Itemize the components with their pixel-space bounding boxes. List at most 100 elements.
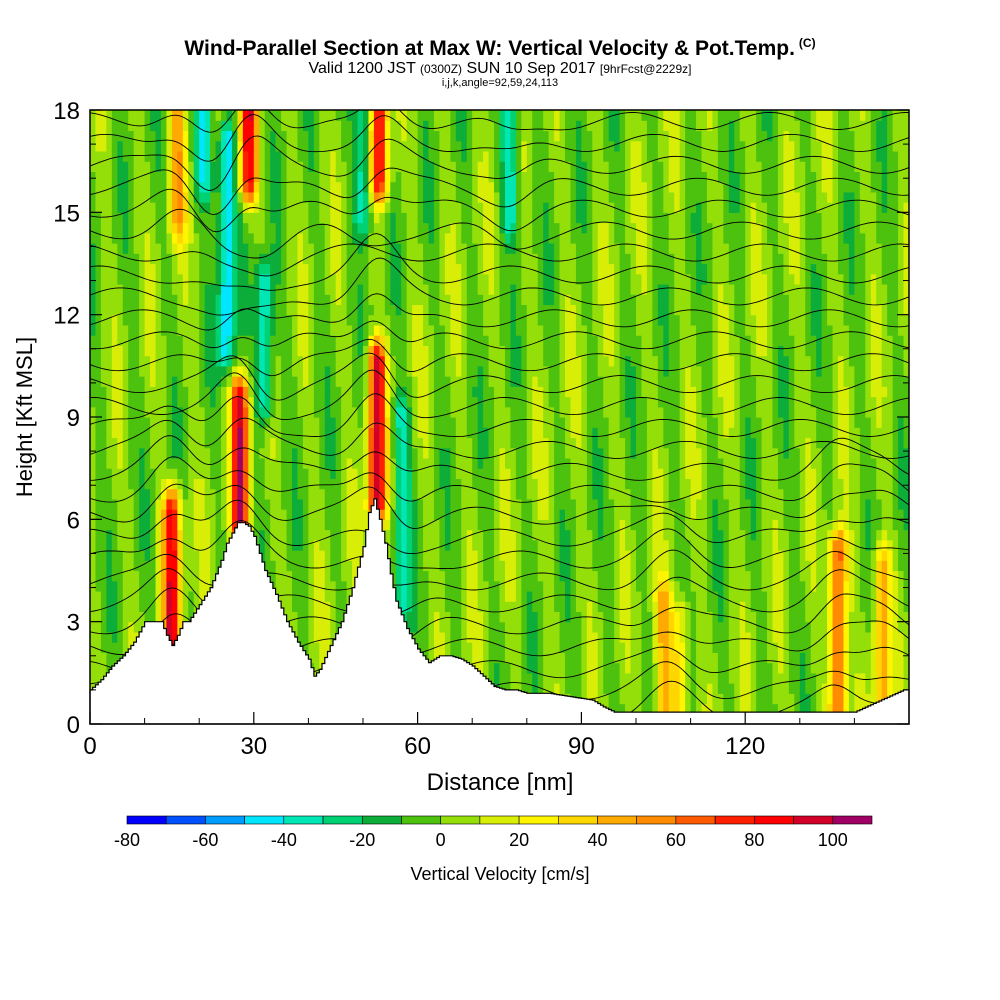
velocity-cell xyxy=(270,304,277,316)
velocity-cell xyxy=(346,150,353,162)
velocity-cell xyxy=(133,130,140,142)
velocity-cell xyxy=(423,355,430,367)
velocity-cell xyxy=(242,345,249,357)
velocity-cell xyxy=(319,417,326,428)
velocity-cell xyxy=(324,345,331,357)
velocity-cell xyxy=(313,345,320,357)
velocity-cell xyxy=(477,314,484,326)
velocity-cell xyxy=(330,161,337,172)
velocity-cell xyxy=(488,570,495,582)
velocity-cell xyxy=(193,283,200,295)
velocity-cell xyxy=(237,386,244,398)
velocity-cell xyxy=(166,570,173,582)
velocity-cell xyxy=(188,376,195,387)
velocity-cell xyxy=(510,631,517,643)
velocity-cell xyxy=(193,590,200,602)
velocity-cell xyxy=(166,171,173,183)
velocity-cell xyxy=(521,437,528,449)
velocity-cell xyxy=(346,417,353,428)
velocity-cell xyxy=(270,191,277,203)
velocity-cell xyxy=(313,243,320,254)
velocity-cell xyxy=(395,570,402,582)
velocity-cell xyxy=(412,130,419,142)
velocity-cell xyxy=(139,191,146,203)
velocity-cell xyxy=(368,468,375,479)
velocity-cell xyxy=(231,283,239,295)
velocity-cell xyxy=(532,529,539,541)
velocity-cell xyxy=(128,212,135,224)
velocity-cell xyxy=(155,611,162,623)
velocity-cell xyxy=(433,509,441,520)
velocity-cell xyxy=(166,191,173,203)
velocity-cell xyxy=(253,314,260,326)
velocity-cell xyxy=(526,396,533,408)
velocity-cell xyxy=(117,509,124,520)
velocity-cell xyxy=(521,355,528,367)
velocity-cell xyxy=(144,498,151,510)
velocity-cell xyxy=(319,570,326,582)
velocity-cell xyxy=(139,539,146,551)
velocity-cell xyxy=(199,437,206,449)
velocity-cell xyxy=(171,468,178,479)
velocity-cell xyxy=(324,590,331,602)
velocity-cell xyxy=(117,539,124,551)
velocity-cell xyxy=(401,314,408,326)
velocity-cell xyxy=(352,539,359,551)
velocity-cell xyxy=(417,457,424,469)
velocity-cell xyxy=(160,550,168,561)
velocity-cell xyxy=(95,294,102,306)
velocity-cell xyxy=(199,212,206,224)
velocity-cell xyxy=(428,345,435,357)
velocity-cell xyxy=(324,202,331,213)
velocity-cell xyxy=(379,509,386,520)
velocity-cell xyxy=(150,283,157,295)
velocity-cell xyxy=(346,335,353,346)
velocity-cell xyxy=(106,417,113,428)
velocity-cell xyxy=(346,498,353,510)
velocity-cell xyxy=(111,468,118,479)
velocity-cell xyxy=(515,427,522,439)
velocity-cell xyxy=(341,590,348,602)
velocity-cell xyxy=(204,468,211,479)
velocity-cell xyxy=(106,621,113,633)
velocity-cell xyxy=(242,427,249,439)
velocity-cell xyxy=(373,202,380,213)
velocity-cell xyxy=(515,171,522,183)
velocity-cell xyxy=(199,232,206,244)
velocity-cell xyxy=(324,550,331,561)
velocity-cell xyxy=(100,304,107,316)
velocity-cell xyxy=(150,150,157,162)
velocity-cell xyxy=(483,314,490,326)
velocity-cell xyxy=(412,580,419,592)
velocity-cell xyxy=(450,110,457,121)
velocity-cell xyxy=(253,161,260,172)
velocity-cell xyxy=(406,468,413,479)
velocity-cell xyxy=(368,314,375,326)
velocity-cell xyxy=(346,355,353,367)
velocity-cell xyxy=(537,314,544,326)
velocity-cell xyxy=(368,365,375,377)
velocity-cell xyxy=(308,335,315,346)
velocity-cell xyxy=(204,427,211,439)
velocity-cell xyxy=(313,273,320,285)
velocity-cell xyxy=(95,355,102,367)
velocity-cell xyxy=(510,314,517,326)
velocity-cell xyxy=(488,417,495,428)
velocity-cell xyxy=(499,365,506,377)
velocity-cell xyxy=(117,580,124,592)
velocity-cell xyxy=(100,478,107,490)
velocity-cell xyxy=(171,601,178,613)
velocity-cell xyxy=(253,335,260,346)
velocity-cell xyxy=(423,631,430,643)
velocity-cell xyxy=(379,457,386,469)
velocity-cell xyxy=(510,662,517,674)
velocity-cell xyxy=(264,355,271,367)
velocity-cell xyxy=(379,468,386,479)
velocity-cell xyxy=(346,570,353,582)
velocity-cell xyxy=(100,376,107,387)
velocity-cell xyxy=(133,488,140,500)
velocity-cell xyxy=(330,294,337,306)
velocity-cell xyxy=(133,447,140,459)
velocity-cell xyxy=(428,427,435,439)
velocity-cell xyxy=(461,314,468,326)
